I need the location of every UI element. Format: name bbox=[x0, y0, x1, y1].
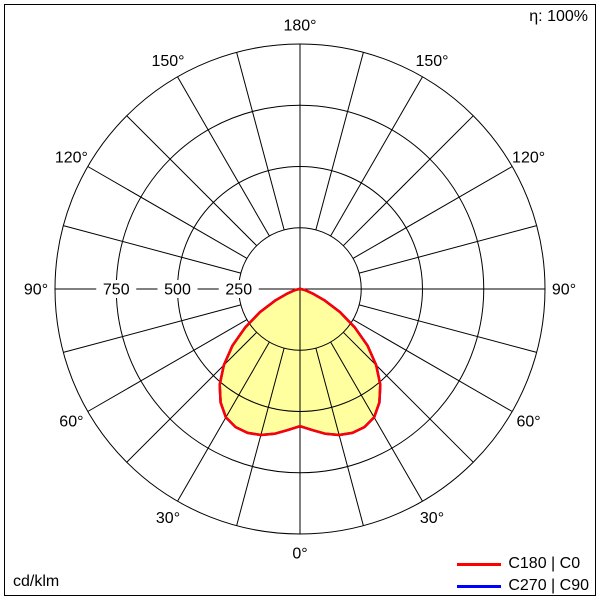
angle-label: 30° bbox=[420, 510, 444, 527]
grid-spoke bbox=[330, 76, 423, 237]
angle-label: 30° bbox=[156, 510, 180, 527]
grid-spoke bbox=[342, 331, 474, 463]
radial-label-mask bbox=[218, 280, 259, 298]
grid-spoke bbox=[126, 331, 258, 463]
legend-line-c90 bbox=[457, 584, 502, 588]
grid-spoke bbox=[359, 304, 537, 353]
radial-label-mask bbox=[96, 280, 137, 298]
grid-spoke bbox=[359, 225, 537, 274]
angle-label: 120° bbox=[512, 150, 545, 167]
grid-spoke bbox=[87, 319, 248, 412]
legend: C180 | C0 C270 | C90 bbox=[457, 555, 589, 595]
angle-label: 60° bbox=[516, 414, 540, 431]
grid-spoke bbox=[63, 304, 241, 353]
radial-tick-label: 250 bbox=[225, 282, 252, 299]
grid-spoke bbox=[177, 341, 270, 502]
units-label: cd/klm bbox=[13, 573, 60, 590]
legend-label-c90: C270 | C90 bbox=[508, 577, 589, 594]
radial-tick-label: 750 bbox=[103, 282, 130, 299]
legend-label-c0: C180 | C0 bbox=[508, 555, 581, 572]
legend-line-c0 bbox=[457, 562, 502, 566]
grid-spoke bbox=[352, 319, 513, 412]
angle-label: 60° bbox=[59, 414, 83, 431]
radial-tick-label: 500 bbox=[164, 282, 191, 299]
grid-spoke bbox=[315, 52, 364, 230]
grid-spoke bbox=[315, 348, 364, 526]
grid-spoke bbox=[352, 166, 513, 259]
grid-spoke bbox=[236, 52, 285, 230]
intensity-curve-c180-c0 bbox=[218, 287, 382, 437]
angle-label: 90° bbox=[24, 282, 48, 299]
legend-item-c90: C270 | C90 bbox=[457, 577, 589, 595]
grid-spoke bbox=[177, 76, 270, 237]
angle-label: 90° bbox=[552, 282, 576, 299]
grid-spoke bbox=[126, 115, 258, 247]
efficiency-label: η: 100% bbox=[529, 8, 588, 25]
grid-spoke bbox=[342, 115, 474, 247]
angle-label: 0° bbox=[292, 546, 307, 563]
angle-label: 150° bbox=[415, 53, 448, 70]
frame-border bbox=[4, 4, 596, 596]
grid-spoke bbox=[236, 348, 285, 526]
grid-spoke bbox=[63, 225, 241, 274]
grid-spoke bbox=[87, 166, 248, 259]
angle-label: 120° bbox=[55, 150, 88, 167]
angle-label: 180° bbox=[283, 18, 316, 35]
angle-label: 150° bbox=[151, 53, 184, 70]
legend-item-c0: C180 | C0 bbox=[457, 555, 580, 573]
radial-label-mask bbox=[157, 280, 198, 298]
grid-spoke bbox=[330, 341, 423, 502]
